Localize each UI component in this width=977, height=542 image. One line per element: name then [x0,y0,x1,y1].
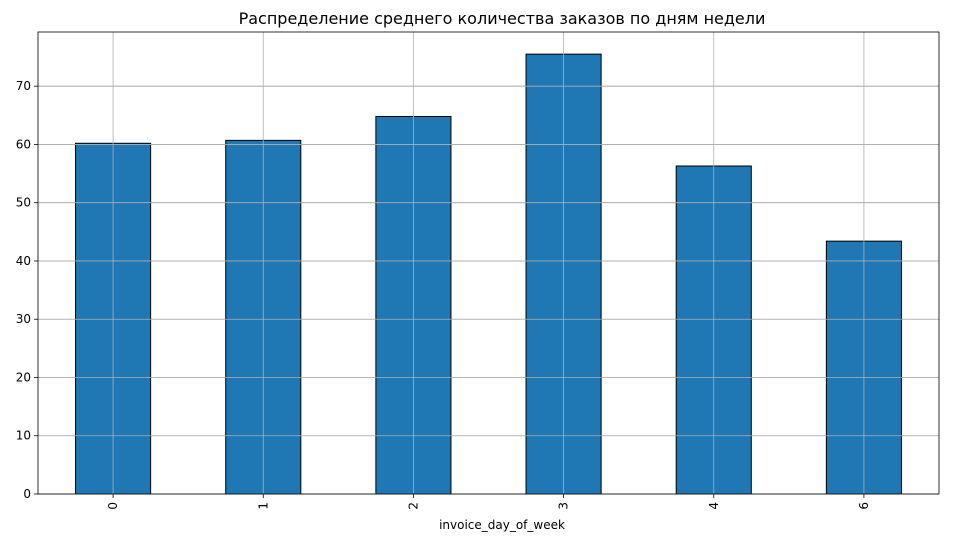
y-tick-label: 30 [16,312,31,326]
y-tick-label: 50 [16,196,31,210]
y-tick-labels: 0 10 20 30 40 50 60 70 [16,79,31,501]
y-tick-label: 60 [16,137,31,151]
x-tick-label: 3 [557,502,571,510]
x-tick-label: 6 [857,502,871,510]
x-axis-label: invoice_day_of_week [439,518,565,532]
x-tick-label: 1 [256,502,270,510]
x-tick-label: 0 [106,502,120,510]
y-tick-label: 0 [23,487,31,501]
x-tick-label: 2 [406,502,420,510]
chart-title: Распределение среднего количества заказо… [239,9,766,28]
grid [38,85,939,495]
y-tick-label: 20 [16,370,31,384]
x-tick-labels: 0 1 2 3 4 6 [106,502,871,510]
y-tick-label: 70 [16,79,31,93]
x-tick-label: 4 [707,502,721,510]
y-tick-label: 40 [16,254,31,268]
bars [38,32,939,495]
y-tick-label: 10 [16,429,31,443]
axes [34,31,940,498]
plot-frame [37,31,940,495]
